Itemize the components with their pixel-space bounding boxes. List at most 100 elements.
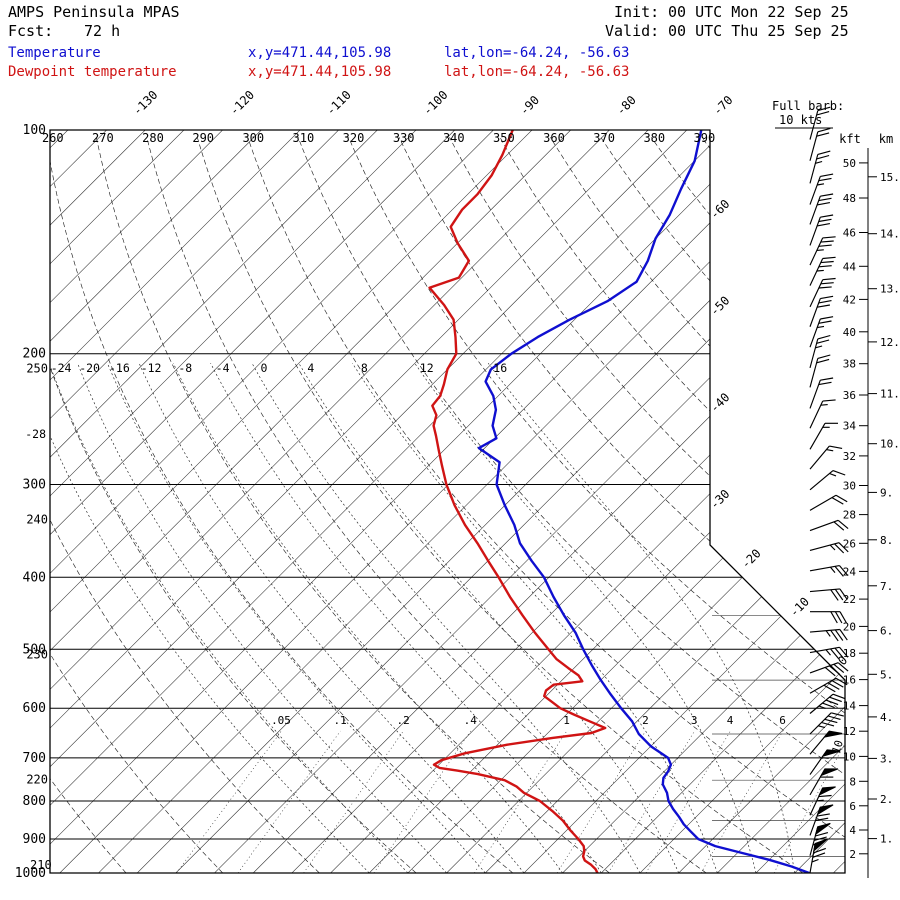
pressure-label: 600 bbox=[23, 701, 46, 716]
barb-full bbox=[820, 260, 834, 264]
barb-full bbox=[830, 629, 839, 642]
barb-staff bbox=[809, 318, 821, 348]
dry-adiabat-label: 300 bbox=[242, 131, 264, 145]
dry-adiabat-label: 260 bbox=[42, 131, 64, 145]
mixing-ratio-label: .4 bbox=[464, 714, 478, 727]
barb-half bbox=[817, 183, 825, 186]
isotherm-line bbox=[253, 130, 845, 873]
kft-tick-label: 32 bbox=[843, 450, 856, 463]
moist-adiabat bbox=[173, 363, 563, 873]
barb-pennant bbox=[813, 838, 828, 853]
dry-adiabat bbox=[701, 137, 845, 873]
dry-adiabat-lines bbox=[50, 137, 845, 873]
isotherm-line bbox=[330, 130, 845, 873]
wind-barb bbox=[809, 838, 828, 874]
dry-adiabat-label: 280 bbox=[142, 131, 164, 145]
moist-adiabat-label: 16 bbox=[493, 361, 507, 375]
barb-half bbox=[826, 449, 834, 452]
barb-full bbox=[816, 358, 830, 364]
barb-full bbox=[822, 399, 836, 402]
barb-full bbox=[837, 662, 849, 672]
moist-adiabat-label: 8 bbox=[361, 361, 368, 375]
barb-full bbox=[816, 339, 830, 344]
moist-adiabat bbox=[298, 363, 679, 873]
barb-full bbox=[818, 197, 832, 202]
barb-full bbox=[820, 173, 834, 177]
moist-adiabat bbox=[50, 363, 370, 873]
dry-adiabat bbox=[50, 137, 514, 873]
wind-barb bbox=[809, 236, 836, 266]
wind-barb bbox=[809, 804, 834, 836]
barb-full bbox=[832, 693, 846, 700]
km-tick-label: 12. bbox=[880, 336, 900, 349]
wind-barb bbox=[809, 822, 831, 856]
barb-full bbox=[820, 282, 834, 285]
barb-staff bbox=[809, 338, 819, 369]
barb-full bbox=[831, 712, 844, 717]
isotherm-line bbox=[291, 130, 845, 873]
barb-full bbox=[834, 566, 844, 577]
dry-adiabat-label: 250 bbox=[26, 362, 48, 376]
kft-tick-label: 40 bbox=[843, 326, 856, 339]
barb-full bbox=[824, 718, 838, 724]
barb-full bbox=[818, 244, 832, 247]
barb-full bbox=[818, 265, 832, 268]
kft-tick-label: 46 bbox=[843, 227, 856, 240]
isotherm-line bbox=[562, 130, 845, 873]
dry-adiabat bbox=[96, 137, 610, 873]
mixing-ratio-line bbox=[556, 730, 646, 873]
barb-staff bbox=[809, 628, 840, 633]
isotherm-line bbox=[59, 130, 803, 873]
moist-adiabat bbox=[210, 363, 602, 873]
mixing-ratio-line bbox=[373, 730, 471, 873]
barb-half bbox=[811, 858, 819, 863]
isotherm-line bbox=[50, 130, 301, 873]
dry-adiabat bbox=[651, 137, 845, 873]
barb-staff bbox=[809, 565, 840, 572]
isotherm-line bbox=[50, 130, 185, 873]
dry-adiabat bbox=[50, 137, 223, 873]
wind-barb-column bbox=[809, 106, 849, 874]
top-isotherm-label: -110 bbox=[324, 88, 354, 118]
kft-tick-label: 2 bbox=[849, 848, 856, 861]
pressure-label: 500 bbox=[23, 642, 46, 657]
plot-area bbox=[50, 130, 845, 873]
barb-full bbox=[817, 334, 831, 340]
mixing-ratio-line bbox=[645, 730, 731, 873]
isotherm-line bbox=[485, 130, 845, 873]
dewpoint-latlon-readout: lat,lon=-64.24, -56.63 bbox=[444, 64, 629, 80]
km-tick-label: 8. bbox=[880, 534, 893, 547]
moist-adiabat-lines bbox=[50, 363, 796, 873]
barb-full bbox=[817, 127, 831, 133]
isotherm-line bbox=[50, 130, 765, 873]
dry-adiabat bbox=[146, 137, 707, 873]
barb-full bbox=[815, 832, 829, 837]
barb-full bbox=[825, 699, 839, 706]
barb-full bbox=[817, 106, 831, 112]
barb-full bbox=[832, 470, 846, 476]
km-tick-label: 1. bbox=[880, 833, 893, 846]
top-isotherm-label: -80 bbox=[614, 93, 639, 118]
mixing-ratio-line bbox=[237, 730, 341, 873]
barb-full bbox=[820, 295, 834, 300]
barb-staff bbox=[809, 131, 819, 161]
barb-full bbox=[833, 521, 845, 531]
kft-tick-label: 16 bbox=[843, 674, 856, 687]
moist-adiabat bbox=[107, 363, 486, 873]
isotherm-line bbox=[523, 130, 845, 873]
barb-staff bbox=[809, 258, 824, 286]
barb-half bbox=[820, 404, 828, 406]
barb-legend-value: 10 kts bbox=[779, 113, 822, 127]
mixing-ratio-line bbox=[176, 730, 282, 873]
barb-full bbox=[838, 542, 849, 553]
kft-tick-label: 34 bbox=[843, 420, 857, 433]
dry-adiabat bbox=[499, 137, 845, 873]
moist-adiabat bbox=[50, 363, 409, 873]
mixing-ratio-label: 2 bbox=[642, 714, 649, 727]
top-isotherm-label: -130 bbox=[130, 88, 160, 118]
km-tick-label: 4. bbox=[880, 711, 893, 724]
dewpoint-legend-label: Dewpoint temperature bbox=[8, 64, 177, 80]
barb-staff bbox=[809, 237, 824, 266]
barb-full bbox=[821, 721, 835, 727]
barb-staff bbox=[809, 423, 826, 450]
